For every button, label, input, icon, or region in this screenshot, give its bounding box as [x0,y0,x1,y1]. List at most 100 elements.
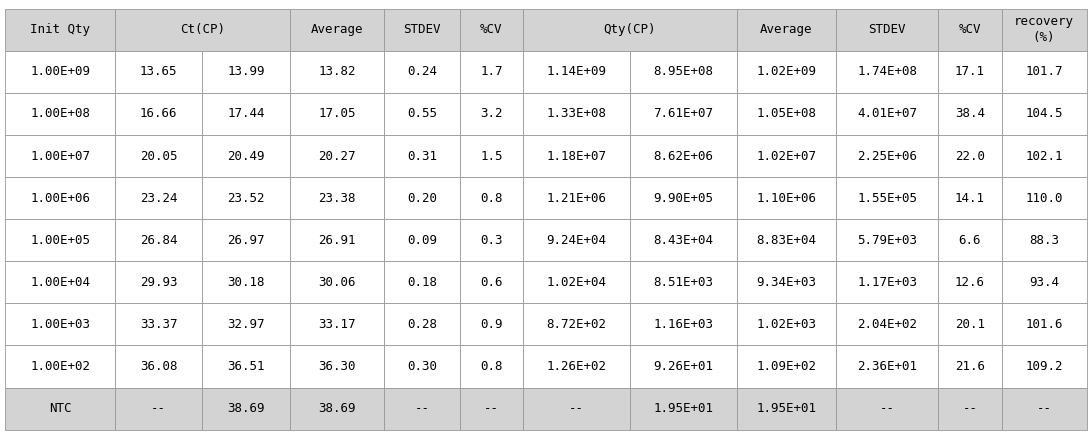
Text: 8.95E+08: 8.95E+08 [653,66,713,78]
Bar [836,261,938,303]
Text: 2.25E+06: 2.25E+06 [857,150,917,162]
Text: 13.82: 13.82 [319,66,356,78]
Text: 101.7: 101.7 [1025,66,1063,78]
Bar [289,219,384,261]
Bar [384,219,460,261]
Bar [630,219,737,261]
Bar [460,135,523,177]
Text: Init Qty: Init Qty [31,23,91,36]
Text: 0.6: 0.6 [480,276,502,289]
Bar [523,345,630,388]
Bar [384,388,460,430]
Text: 21.6: 21.6 [954,360,985,373]
Bar [115,219,202,261]
Text: 0.31: 0.31 [407,150,437,162]
Bar [938,261,1001,303]
Text: 0.3: 0.3 [480,234,502,247]
Bar [289,93,384,135]
Text: 26.84: 26.84 [140,234,177,247]
Text: 1.00E+02: 1.00E+02 [31,360,91,373]
Bar [202,93,289,135]
Bar [1001,261,1087,303]
Text: 20.1: 20.1 [954,318,985,331]
Bar [938,345,1001,388]
Bar [523,177,630,219]
Text: 1.00E+04: 1.00E+04 [31,276,91,289]
Text: 1.21E+06: 1.21E+06 [546,192,606,204]
Bar [289,9,384,51]
Bar [460,219,523,261]
Text: 1.05E+08: 1.05E+08 [757,108,817,120]
Text: 14.1: 14.1 [954,192,985,204]
Bar [523,51,630,93]
Bar [1001,219,1087,261]
Text: 0.8: 0.8 [480,192,502,204]
Text: 1.00E+08: 1.00E+08 [31,108,91,120]
Text: 8.83E+04: 8.83E+04 [757,234,817,247]
Bar [938,219,1001,261]
Bar [460,388,523,430]
Bar [836,177,938,219]
Text: 1.09E+02: 1.09E+02 [757,360,817,373]
Bar [5,135,115,177]
Text: 1.00E+03: 1.00E+03 [31,318,91,331]
Text: STDEV: STDEV [868,23,906,36]
Bar [938,388,1001,430]
Bar [737,93,836,135]
Bar [202,51,289,93]
Bar [737,345,836,388]
Text: 26.91: 26.91 [319,234,356,247]
Text: 1.00E+06: 1.00E+06 [31,192,91,204]
Text: 20.27: 20.27 [319,150,356,162]
Bar [5,345,115,388]
Bar [836,93,938,135]
Bar [384,345,460,388]
Text: 38.69: 38.69 [319,402,356,415]
Text: --: -- [1036,402,1052,415]
Bar [115,345,202,388]
Text: 101.6: 101.6 [1025,318,1063,331]
Text: 20.49: 20.49 [227,150,264,162]
Bar [523,9,737,51]
Text: 36.51: 36.51 [227,360,264,373]
Text: 1.18E+07: 1.18E+07 [546,150,606,162]
Bar [5,261,115,303]
Text: 0.28: 0.28 [407,318,437,331]
Bar [384,9,460,51]
Bar [289,303,384,345]
Bar [460,345,523,388]
Text: 1.26E+02: 1.26E+02 [546,360,606,373]
Text: 22.0: 22.0 [954,150,985,162]
Bar [384,135,460,177]
Text: 2.36E+01: 2.36E+01 [857,360,917,373]
Text: --: -- [880,402,894,415]
Text: --: -- [962,402,977,415]
Text: --: -- [569,402,584,415]
Bar [5,93,115,135]
Bar [836,9,938,51]
Bar [202,261,289,303]
Bar [289,345,384,388]
Bar [115,388,202,430]
Text: 23.24: 23.24 [140,192,177,204]
Bar [523,219,630,261]
Bar [938,93,1001,135]
Bar [5,388,115,430]
Text: recovery
(%): recovery (%) [1014,15,1075,44]
Text: 8.62E+06: 8.62E+06 [653,150,713,162]
Text: 9.26E+01: 9.26E+01 [653,360,713,373]
Text: 1.02E+04: 1.02E+04 [546,276,606,289]
Bar [1001,93,1087,135]
Text: 33.17: 33.17 [319,318,356,331]
Bar [938,135,1001,177]
Text: 0.20: 0.20 [407,192,437,204]
Text: 1.16E+03: 1.16E+03 [653,318,713,331]
Text: 0.30: 0.30 [407,360,437,373]
Bar [836,345,938,388]
Text: 13.99: 13.99 [227,66,264,78]
Text: 30.06: 30.06 [319,276,356,289]
Bar [737,388,836,430]
Text: 36.30: 36.30 [319,360,356,373]
Bar [202,388,289,430]
Bar [5,51,115,93]
